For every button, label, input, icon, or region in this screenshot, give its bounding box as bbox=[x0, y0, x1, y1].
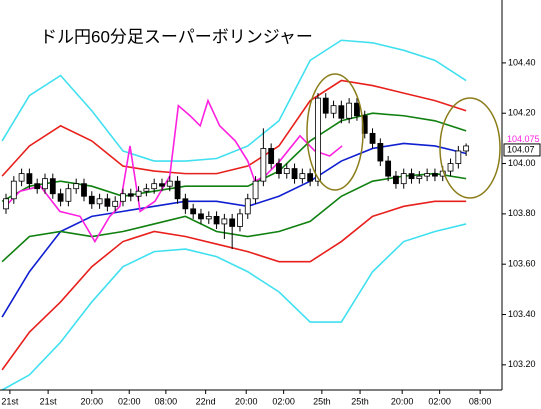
candle-body bbox=[315, 97, 321, 182]
candle-body bbox=[18, 173, 25, 182]
candle-body bbox=[244, 198, 251, 215]
candle-body bbox=[268, 148, 275, 164]
x-tick-label: 25th bbox=[351, 396, 369, 406]
candle-body bbox=[276, 163, 282, 175]
x-tick-label: 21st bbox=[1, 396, 19, 406]
plot bbox=[1, 39, 470, 391]
candle-body bbox=[205, 215, 212, 220]
candle-body bbox=[57, 193, 64, 202]
y-tick-label: 104.40 bbox=[508, 57, 536, 67]
candle-body bbox=[120, 193, 126, 202]
candle-body bbox=[127, 193, 134, 197]
candle-body bbox=[221, 218, 228, 225]
highlight-ellipse bbox=[439, 97, 501, 199]
candle-body bbox=[330, 105, 337, 114]
candle-body bbox=[377, 143, 384, 162]
y-tick-label: 103.60 bbox=[508, 259, 536, 269]
candle-body bbox=[213, 215, 220, 225]
x-tick-label: 02:00 bbox=[272, 396, 295, 406]
indicator-line bbox=[1, 39, 467, 162]
candle-body bbox=[182, 198, 189, 210]
candle-body bbox=[3, 198, 9, 210]
candle-body bbox=[10, 180, 17, 200]
candle-body bbox=[65, 188, 72, 202]
candle-body bbox=[88, 195, 95, 205]
candle-body bbox=[190, 208, 197, 215]
candle-body bbox=[81, 183, 87, 197]
candle-body bbox=[112, 200, 119, 207]
candle-body bbox=[299, 173, 306, 180]
x-tick-label: 08:00 bbox=[155, 396, 178, 406]
candle-body bbox=[42, 178, 48, 190]
candle-body bbox=[283, 168, 290, 175]
x-tick-label: 20:00 bbox=[391, 396, 414, 406]
candle-body bbox=[455, 150, 462, 164]
candle-body bbox=[143, 188, 150, 192]
candle-body bbox=[393, 175, 399, 185]
candle-body bbox=[385, 160, 392, 177]
highlight-ellipse bbox=[306, 73, 364, 191]
candle-body bbox=[408, 173, 415, 180]
candle-body bbox=[151, 183, 158, 190]
candle-body bbox=[291, 168, 298, 180]
candle-body bbox=[369, 132, 376, 144]
y-tick-label: 104.00 bbox=[508, 158, 536, 168]
candle-body bbox=[424, 173, 431, 177]
indicator-line bbox=[1, 79, 467, 177]
x-tick-label: 21st bbox=[40, 396, 58, 406]
candle-body bbox=[174, 180, 181, 200]
candle-body bbox=[159, 183, 165, 187]
price-label: 104.075 bbox=[507, 134, 540, 144]
chart-title: ドル円60分足スーパーボリンジャー bbox=[40, 27, 313, 46]
candle-body bbox=[135, 190, 142, 197]
candle-body bbox=[73, 183, 80, 190]
price-label: 104.07 bbox=[507, 144, 535, 154]
candle-body bbox=[416, 175, 423, 180]
candle-body bbox=[96, 198, 103, 205]
candle-body bbox=[252, 180, 259, 200]
x-tick-label: 02:00 bbox=[428, 396, 451, 406]
x-tick-label: 20:00 bbox=[81, 396, 104, 406]
x-tick-label: 02:00 bbox=[118, 396, 141, 406]
candle-body bbox=[34, 183, 41, 190]
candle-body bbox=[260, 148, 267, 182]
candle-body bbox=[237, 213, 243, 227]
candle-body bbox=[26, 173, 33, 185]
candle-body bbox=[229, 218, 236, 227]
candle-body bbox=[346, 102, 353, 119]
candle-body bbox=[447, 163, 454, 172]
candle-body bbox=[166, 180, 173, 187]
x-tick-label: 20:00 bbox=[235, 396, 258, 406]
price-box bbox=[503, 143, 541, 157]
candle-body bbox=[104, 198, 111, 207]
y-tick-label: 103.20 bbox=[508, 359, 536, 369]
candle-body bbox=[463, 145, 470, 152]
y-tick-label: 104.20 bbox=[508, 108, 536, 118]
indicator-line bbox=[1, 142, 467, 318]
y-tick-label: 103.80 bbox=[508, 208, 536, 218]
candle-body bbox=[354, 102, 360, 117]
candle-body bbox=[432, 173, 438, 177]
x-tick-label: 08:00 bbox=[469, 396, 492, 406]
candle-body bbox=[400, 173, 407, 185]
candle-body bbox=[338, 105, 345, 119]
candle-body bbox=[49, 178, 56, 195]
x-tick-label: 25th bbox=[313, 396, 331, 406]
candle-body bbox=[198, 213, 204, 220]
indicator-line bbox=[1, 223, 467, 391]
candle-body bbox=[322, 97, 329, 114]
x-tick-label: 22nd bbox=[196, 396, 216, 406]
candle-body bbox=[307, 173, 314, 182]
y-tick-label: 103.40 bbox=[508, 309, 536, 319]
